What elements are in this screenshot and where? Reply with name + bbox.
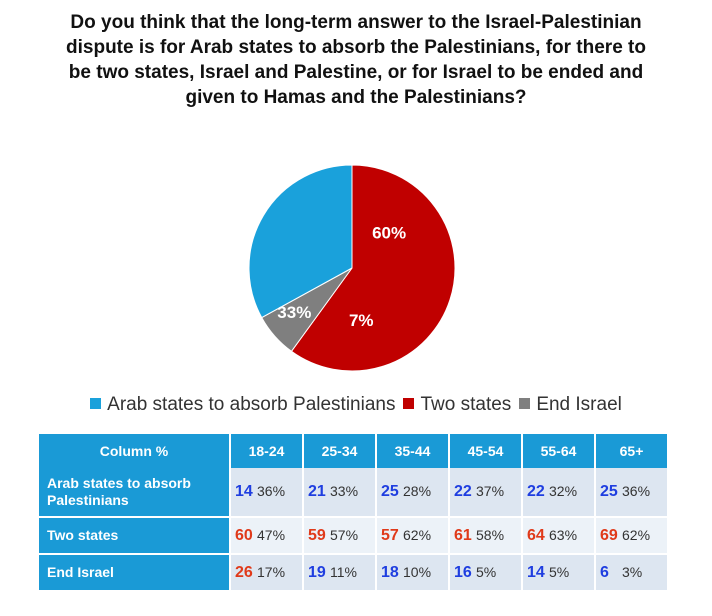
header-age-35-44: 35-44: [376, 434, 450, 468]
table-cell: 21 33%: [303, 468, 377, 518]
cell-count: 19: [308, 563, 326, 581]
cell-count: 26: [235, 563, 253, 581]
legend-item: End Israel: [519, 394, 622, 416]
legend-label: End Israel: [536, 394, 622, 415]
chart-legend: Arab states to absorb Palestinians Two st…: [0, 394, 712, 416]
table-cell: 16 5%: [449, 554, 523, 592]
header-age-55-64: 55-64: [522, 434, 596, 468]
table-cell: 61 58%: [449, 517, 523, 555]
table-cell: 22 37%: [449, 468, 523, 518]
row-label: Two states: [39, 517, 231, 555]
table-cell: 14 5%: [522, 554, 596, 592]
cell-count: 25: [381, 483, 399, 500]
table-row: Two states 60 47% 59 57% 57 62% 61 58% 64 63% 69 62%: [39, 517, 669, 555]
cell-percent: 32%: [549, 483, 578, 499]
cell-percent: 62%: [403, 526, 432, 543]
crosstab-table: Column % 18-24 25-34 35-44 45-54 55-64 65+ Ara…: [39, 434, 669, 592]
cell-count: 25: [600, 483, 618, 500]
cell-count: 14: [527, 563, 545, 581]
cell-percent: 17%: [257, 563, 286, 580]
header-age-45-54: 45-54: [449, 434, 523, 468]
cell-percent: 62%: [622, 526, 651, 543]
table-cell: 18 10%: [376, 554, 450, 592]
pie-label-arab-states-to-absorb-palestinians: 33%: [277, 303, 311, 322]
chart-title: Do you think that the long-term answer t…: [66, 12, 646, 108]
cell-percent: 33%: [330, 483, 359, 499]
table-cell: 69 62%: [595, 517, 669, 555]
table-cell: 60 47%: [230, 517, 304, 555]
cell-count: 64: [527, 526, 545, 544]
cell-count: 18: [381, 563, 399, 581]
table-cell: 57 62%: [376, 517, 450, 555]
cell-count: 22: [454, 483, 472, 500]
table-cell: 19 11%: [303, 554, 377, 592]
header-column-label: Column %: [39, 434, 231, 468]
cell-percent: 5%: [549, 563, 570, 580]
cell-percent: 5%: [476, 563, 497, 580]
table-cell: 64 63%: [522, 517, 596, 555]
row-label: End Israel: [39, 554, 231, 592]
cell-count: 60: [235, 526, 253, 544]
table-cell: 14 36%: [230, 468, 304, 518]
cell-count: 22: [527, 483, 545, 500]
cell-count: 14: [235, 483, 253, 500]
legend-label: Arab states to absorb Palestinians: [107, 394, 396, 415]
table-cell: 26 17%: [230, 554, 304, 592]
pie-slice-two-states: [290, 164, 456, 372]
cell-percent: 37%: [476, 483, 505, 499]
cell-count: 16: [454, 563, 472, 581]
cell-count: 6: [600, 563, 609, 581]
legend-swatch: [519, 398, 531, 409]
legend-swatch: [403, 398, 415, 409]
row-label: Arab states to absorb Palestinians: [39, 468, 231, 518]
header-age-65+: 65+: [595, 434, 669, 468]
legend-label: Two states: [420, 394, 512, 415]
pie-label-end-israel: 7%: [349, 311, 374, 330]
table-header-row: Column % 18-24 25-34 35-44 45-54 55-64 65+: [39, 434, 669, 468]
cell-percent: 3%: [622, 563, 643, 580]
header-age-25-34: 25-34: [303, 434, 377, 468]
cell-percent: 36%: [257, 483, 286, 499]
pie-slice-arab-states-to-absorb-palestinians: [248, 164, 353, 319]
table-row: End Israel 26 17% 19 11% 18 10% 16 5% 14 5% 6 3%: [39, 554, 669, 592]
table-row: Arab states to absorb Palestinians 14 36% 2…: [39, 468, 669, 518]
table-cell: 6 3%: [595, 554, 669, 592]
cell-percent: 28%: [403, 483, 432, 499]
cell-count: 59: [308, 526, 326, 544]
legend-item: Arab states to absorb Palestinians: [90, 394, 395, 416]
cell-count: 61: [454, 526, 472, 544]
table-cell: 59 57%: [303, 517, 377, 555]
cell-count: 21: [308, 483, 326, 500]
table-cell: 22 32%: [522, 468, 596, 518]
cell-percent: 36%: [622, 483, 651, 499]
cell-count: 69: [600, 526, 618, 544]
cell-percent: 63%: [549, 526, 578, 543]
pie-label-two-states: 60%: [372, 223, 406, 242]
cell-count: 57: [381, 526, 399, 544]
cell-percent: 10%: [403, 563, 432, 580]
table-cell: 25 28%: [376, 468, 450, 518]
legend-item: Two states: [403, 394, 511, 416]
legend-swatch: [90, 398, 102, 409]
cell-percent: 47%: [257, 526, 286, 543]
header-age-18-24: 18-24: [230, 434, 304, 468]
pie-chart: 60% 7% 33%: [248, 164, 456, 372]
cell-percent: 58%: [476, 526, 505, 543]
cell-percent: 57%: [330, 526, 359, 543]
cell-percent: 11%: [330, 563, 357, 580]
table-cell: 25 36%: [595, 468, 669, 518]
